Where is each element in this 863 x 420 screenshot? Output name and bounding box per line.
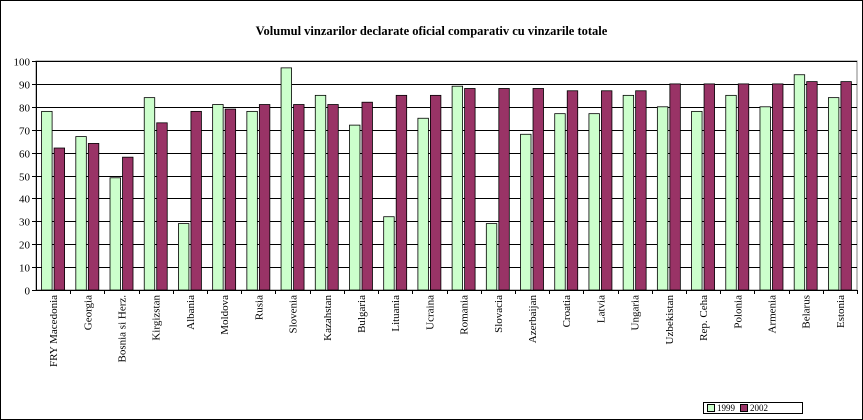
chart-title: Volumul vinzarilor declarate oficial com… bbox=[255, 24, 608, 38]
y-tick-label: 30 bbox=[19, 217, 31, 229]
axis-labels: 0 10 20 30 40 50 60 70 80 90 100 FRY Macedonia Georg… bbox=[14, 57, 847, 368]
y-tick-label: 80 bbox=[19, 103, 31, 115]
y-tick-label: 20 bbox=[19, 240, 31, 252]
bar-1999-bosnia-si-herz- bbox=[109, 177, 121, 291]
category-label: FRY Macedonia bbox=[48, 295, 60, 367]
category-label: Georgia bbox=[82, 295, 94, 330]
y-tick-label: 0 bbox=[25, 286, 31, 298]
bar-1999-lituania bbox=[383, 216, 395, 291]
bar-2002-slovacia bbox=[498, 88, 510, 291]
y-tick-label: 40 bbox=[19, 194, 31, 206]
category-label: Bulgaria bbox=[356, 295, 368, 333]
bar-2002-bosnia-si-herz- bbox=[122, 156, 134, 291]
bar-2002-ungaria bbox=[635, 90, 647, 291]
bar-1999-ungaria bbox=[622, 94, 635, 291]
category-label: Belarus bbox=[801, 295, 813, 329]
bars bbox=[41, 67, 852, 291]
bar-2002-kirgizstan bbox=[156, 122, 168, 291]
category-label: Rusia bbox=[253, 295, 265, 320]
category-label: Lituania bbox=[390, 295, 402, 332]
gridlines bbox=[35, 60, 858, 291]
bar-1999-slovacia bbox=[485, 223, 498, 291]
bar-2002-slovenia bbox=[293, 104, 305, 291]
category-label: Kirgizstan bbox=[151, 295, 163, 341]
bar-2002-fry-macedonia bbox=[53, 147, 66, 291]
bar-2002-azerbaijan bbox=[532, 88, 544, 291]
y-tick-label: 100 bbox=[14, 57, 31, 69]
y-tick-label: 10 bbox=[19, 263, 31, 275]
bar-1999-kirgizstan bbox=[143, 97, 156, 291]
y-tick-label: 90 bbox=[19, 80, 31, 92]
bar-1999-uzbekistan bbox=[656, 106, 669, 291]
legend: 1999 2002 bbox=[703, 402, 803, 414]
category-label: Azerbaijan bbox=[527, 295, 539, 344]
y-tick-label: 70 bbox=[19, 126, 31, 138]
bar-1999-albania bbox=[178, 223, 190, 291]
bar-1999-ucraina bbox=[417, 117, 429, 291]
bar-2002-ucraina bbox=[429, 94, 442, 291]
category-label: Latvia bbox=[595, 295, 607, 323]
bar-2002-rusia bbox=[258, 104, 271, 291]
bar-2002-georgia bbox=[87, 143, 100, 291]
y-tick-label: 60 bbox=[19, 149, 31, 161]
bar-2002-polonia bbox=[737, 83, 750, 291]
legend-label-2002: 2002 bbox=[750, 403, 768, 413]
bar-2002-moldova bbox=[224, 108, 237, 291]
bar-1999-croatia bbox=[554, 113, 566, 291]
legend-label-1999: 1999 bbox=[717, 403, 735, 413]
category-label: Kazahstan bbox=[322, 295, 334, 341]
bar-2002-armenia bbox=[772, 83, 784, 291]
category-label: Albania bbox=[185, 295, 197, 330]
bar-1999-kazahstan bbox=[314, 94, 327, 291]
bar-1999-azerbaijan bbox=[520, 133, 532, 291]
bar-1999-moldova bbox=[212, 104, 224, 291]
legend-swatch-1999 bbox=[707, 404, 715, 412]
bar-1999-bulgaria bbox=[349, 124, 361, 291]
bar-1999-polonia bbox=[725, 94, 737, 291]
bar-2002-latvia bbox=[601, 90, 613, 291]
category-label: Uzbekistan bbox=[664, 295, 676, 345]
bar-1999-romania bbox=[451, 85, 464, 291]
bar-2002-bulgaria bbox=[361, 101, 373, 291]
y-tick-label: 50 bbox=[19, 172, 31, 184]
bar-1999-belarus bbox=[793, 74, 806, 291]
category-label: Rep. Ceha bbox=[698, 295, 710, 341]
category-label: Bosnia si Herz. bbox=[117, 295, 129, 363]
bar-2002-romania bbox=[464, 88, 476, 291]
category-label: Croatia bbox=[561, 295, 573, 327]
bar-2002-uzbekistan bbox=[669, 83, 681, 291]
bar-1999-rusia bbox=[246, 110, 258, 291]
bar-2002-belarus bbox=[806, 81, 818, 291]
bar-1999-rep-ceha bbox=[691, 110, 703, 291]
category-label: Moldova bbox=[219, 295, 231, 335]
legend-item-2002: 2002 bbox=[740, 403, 768, 413]
bar-1999-armenia bbox=[759, 106, 771, 291]
category-label: Slovenia bbox=[288, 295, 300, 334]
bar-2002-rep-ceha bbox=[703, 83, 715, 291]
bar-2002-estonia bbox=[840, 81, 852, 291]
category-label: Ucraina bbox=[424, 295, 436, 330]
category-label: Ungaria bbox=[630, 295, 642, 331]
bar-2002-croatia bbox=[566, 90, 579, 291]
bar-2002-albania bbox=[190, 110, 202, 291]
bar-1999-slovenia bbox=[280, 67, 292, 291]
axes bbox=[32, 61, 858, 294]
bar-2002-lituania bbox=[395, 94, 408, 291]
category-label: Polonia bbox=[732, 295, 744, 329]
category-label: Estonia bbox=[835, 295, 847, 328]
bar-1999-fry-macedonia bbox=[41, 110, 53, 291]
bar-1999-estonia bbox=[827, 97, 840, 291]
bar-1999-georgia bbox=[75, 136, 87, 291]
plot-area bbox=[35, 60, 858, 291]
category-label: Slovacia bbox=[493, 295, 505, 333]
legend-swatch-2002 bbox=[740, 404, 748, 412]
category-label: Armenia bbox=[766, 295, 778, 334]
category-label: Romania bbox=[459, 295, 471, 335]
bar-1999-latvia bbox=[588, 113, 600, 291]
bar-2002-kazahstan bbox=[327, 104, 339, 291]
legend-item-1999: 1999 bbox=[707, 403, 735, 413]
